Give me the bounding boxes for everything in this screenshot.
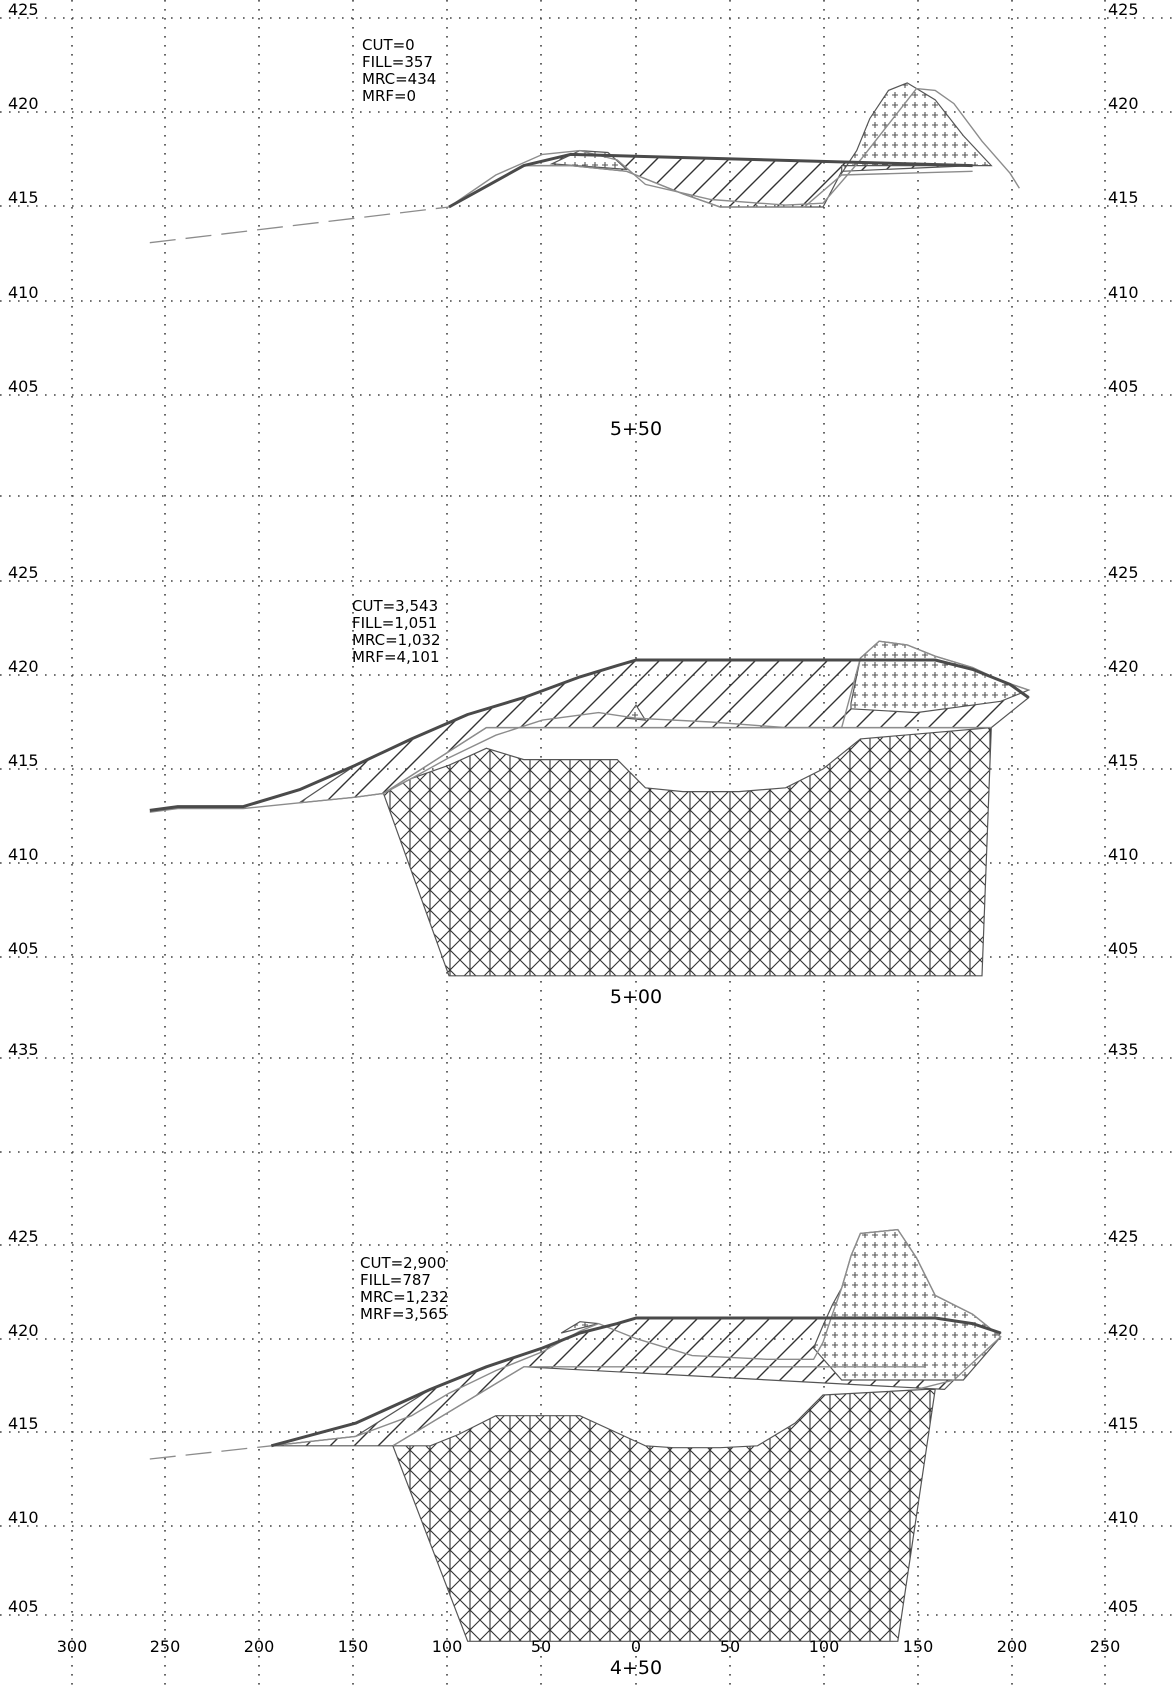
design-surface bbox=[149, 658, 1030, 812]
volume-annotation: CUT=2,900 bbox=[360, 1254, 446, 1272]
volume-annotation: CUT=3,543 bbox=[352, 597, 438, 615]
elevation-label-left: 420 bbox=[8, 657, 39, 676]
x-tick-label: 300 bbox=[57, 1637, 88, 1656]
cross-section-5+00: 425 425 420 420 415 415 410 410 405 405 CUT=3,543F… bbox=[8, 563, 1139, 1008]
elevation-label-left: 405 bbox=[8, 1597, 39, 1616]
elevation-label-right: 435 bbox=[1108, 1040, 1139, 1059]
elevation-label-left: 415 bbox=[8, 1414, 39, 1433]
elevation-label-right: 425 bbox=[1108, 563, 1139, 582]
elevation-label-right: 410 bbox=[1108, 283, 1139, 302]
volume-annotation: MRF=4,101 bbox=[352, 648, 440, 666]
elevation-label-left: 420 bbox=[8, 1321, 39, 1340]
bench-line bbox=[523, 164, 973, 208]
elevation-label-left: 410 bbox=[8, 845, 39, 864]
x-tick-label: 0 bbox=[631, 1637, 641, 1656]
cut-region bbox=[382, 726, 992, 977]
elevation-label-right: 415 bbox=[1108, 751, 1139, 770]
x-tick-label: 250 bbox=[150, 1637, 181, 1656]
x-axis: 300 250 200 150 100 50 0 50 100 150 200 250 bbox=[57, 1637, 1121, 1656]
elevation-label-left: 425 bbox=[8, 0, 39, 19]
x-tick-label: 150 bbox=[338, 1637, 369, 1656]
volume-annotation: MRC=1,032 bbox=[352, 631, 441, 649]
design-surface bbox=[448, 152, 973, 209]
elevation-label-left: 415 bbox=[8, 188, 39, 207]
elevation-label-left: 435 bbox=[8, 1040, 39, 1059]
elevation-label-left: 405 bbox=[8, 377, 39, 396]
volume-annotation: MRC=1,232 bbox=[360, 1288, 449, 1306]
x-tick-label: 200 bbox=[244, 1637, 275, 1656]
volume-annotation: FILL=357 bbox=[362, 53, 433, 71]
elevation-label-right: 420 bbox=[1108, 657, 1139, 676]
elevation-label-right: 425 bbox=[1108, 0, 1139, 19]
design-surface bbox=[270, 1316, 1002, 1448]
elevation-label-left: 420 bbox=[8, 94, 39, 113]
station-label: 4+50 bbox=[610, 1657, 662, 1679]
cross-section-4+50: 435 435 425 425 420 420 415 415 410 410 405 405 CUT=… bbox=[8, 1040, 1139, 1679]
x-tick-label: 50 bbox=[720, 1637, 740, 1656]
elevation-label-right: 405 bbox=[1108, 377, 1139, 396]
volume-annotation: MRF=3,565 bbox=[360, 1305, 448, 1323]
elevation-label-right: 405 bbox=[1108, 939, 1139, 958]
mrc-region-left bbox=[625, 704, 647, 721]
elevation-label-left: 425 bbox=[8, 1227, 39, 1246]
x-tick-label: 200 bbox=[997, 1637, 1028, 1656]
volume-annotation: MRF=0 bbox=[362, 87, 416, 105]
elevation-label-right: 405 bbox=[1108, 1597, 1139, 1616]
elevation-label-right: 410 bbox=[1108, 845, 1139, 864]
elevation-label-right: 425 bbox=[1108, 1227, 1139, 1246]
elevation-label-right: 410 bbox=[1108, 1508, 1139, 1527]
x-tick-label: 50 bbox=[531, 1637, 551, 1656]
mrc-region-left bbox=[560, 1321, 599, 1334]
volume-annotation: CUT=0 bbox=[362, 36, 415, 54]
existing-ground bbox=[149, 640, 1029, 813]
mrc-region bbox=[841, 82, 993, 176]
x-tick-label: 100 bbox=[432, 1637, 463, 1656]
elevation-label-left: 410 bbox=[8, 1508, 39, 1527]
x-tick-label: 100 bbox=[809, 1637, 840, 1656]
cut-region bbox=[392, 1388, 936, 1642]
elevation-label-right: 420 bbox=[1108, 1321, 1139, 1340]
existing-ground-dashed bbox=[149, 1445, 272, 1460]
volume-annotation: MRC=434 bbox=[362, 70, 436, 88]
x-tick-label: 150 bbox=[903, 1637, 934, 1656]
station-label: 5+50 bbox=[610, 418, 662, 440]
cross-section-5+50: 425 425 420 420 415 415 410 410 405 405 CUT=0FILL=… bbox=[8, 0, 1139, 440]
existing-ground bbox=[271, 1228, 1002, 1447]
elevation-label-left: 415 bbox=[8, 751, 39, 770]
volume-annotation: FILL=1,051 bbox=[352, 614, 437, 632]
elevation-label-left: 425 bbox=[8, 563, 39, 582]
cut-top-line bbox=[392, 1366, 926, 1447]
elevation-label-left: 405 bbox=[8, 939, 39, 958]
mrc-region bbox=[812, 1228, 1002, 1381]
volume-annotation: FILL=787 bbox=[360, 1271, 431, 1289]
station-label: 5+00 bbox=[610, 986, 662, 1008]
elevation-label-right: 415 bbox=[1108, 1414, 1139, 1433]
existing-ground bbox=[448, 87, 1020, 208]
x-tick-label: 250 bbox=[1090, 1637, 1121, 1656]
elevation-label-left: 410 bbox=[8, 283, 39, 302]
elevation-label-right: 415 bbox=[1108, 188, 1139, 207]
elevation-label-right: 420 bbox=[1108, 94, 1139, 113]
existing-ground-dashed bbox=[149, 206, 450, 244]
